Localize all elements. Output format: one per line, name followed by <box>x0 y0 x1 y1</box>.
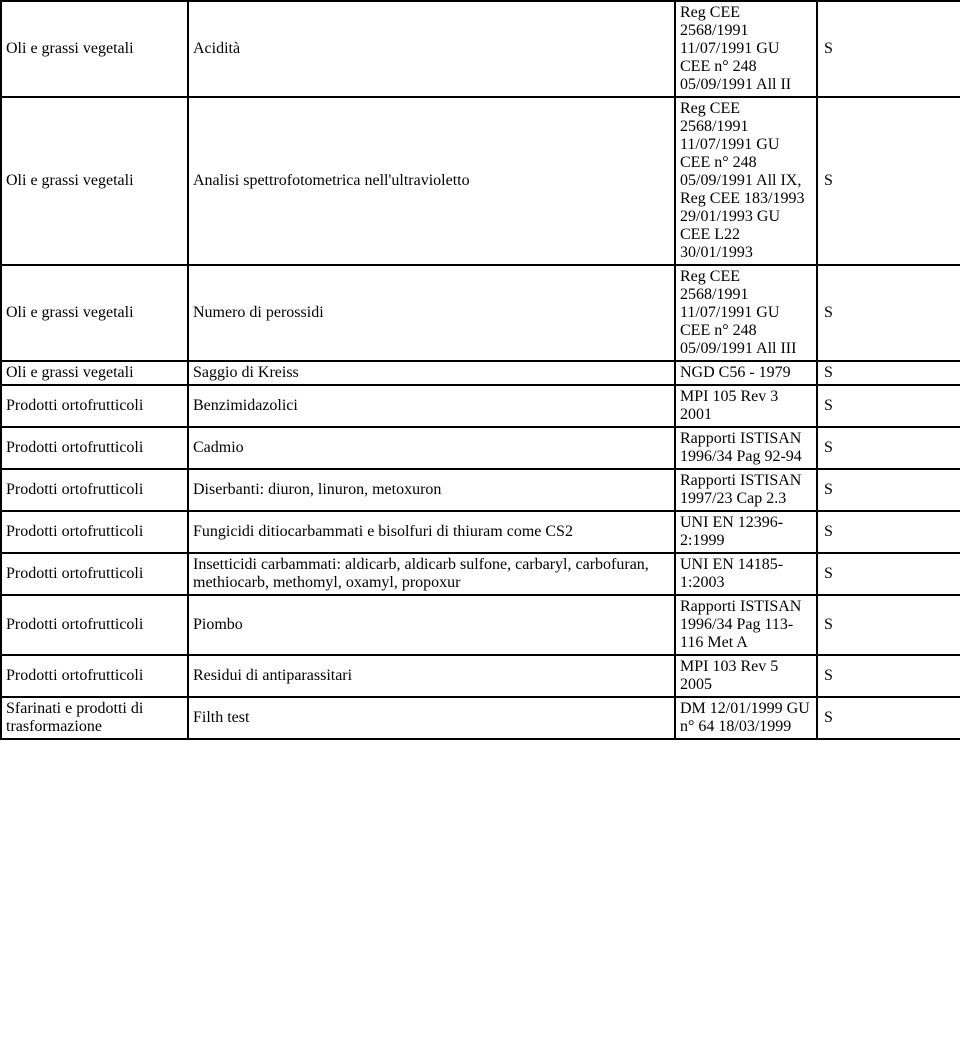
cell-reference: DM 12/01/1999 GU n° 64 18/03/1999 <box>675 697 817 739</box>
cell-reference: UNI EN 12396-2:1999 <box>675 511 817 553</box>
cell-flag: S <box>817 553 960 595</box>
table-row: Prodotti ortofrutticoli Residui di antip… <box>1 655 960 697</box>
table-row: Sfarinati e prodotti di trasformazione F… <box>1 697 960 739</box>
cell-product: Oli e grassi vegetali <box>1 361 188 385</box>
cell-flag: S <box>817 511 960 553</box>
cell-flag: S <box>817 1 960 97</box>
cell-product: Prodotti ortofrutticoli <box>1 553 188 595</box>
cell-analysis: Acidità <box>188 1 675 97</box>
table-row: Oli e grassi vegetali Saggio di Kreiss N… <box>1 361 960 385</box>
cell-flag: S <box>817 97 960 265</box>
cell-analysis: Cadmio <box>188 427 675 469</box>
cell-analysis: Diserbanti: diuron, linuron, metoxuron <box>188 469 675 511</box>
cell-reference: Rapporti ISTISAN 1996/34 Pag 92-94 <box>675 427 817 469</box>
table-row: Prodotti ortofrutticoli Insetticidi carb… <box>1 553 960 595</box>
cell-flag: S <box>817 385 960 427</box>
cell-product: Oli e grassi vegetali <box>1 265 188 361</box>
cell-reference: Reg CEE 2568/1991 11/07/1991 GU CEE n° 2… <box>675 97 817 265</box>
cell-reference: Reg CEE 2568/1991 11/07/1991 GU CEE n° 2… <box>675 1 817 97</box>
cell-product: Prodotti ortofrutticoli <box>1 595 188 655</box>
cell-reference: MPI 105 Rev 3 2001 <box>675 385 817 427</box>
cell-reference: MPI 103 Rev 5 2005 <box>675 655 817 697</box>
cell-analysis: Numero di perossidi <box>188 265 675 361</box>
cell-analysis: Analisi spettrofotometrica nell'ultravio… <box>188 97 675 265</box>
table-row: Oli e grassi vegetali Analisi spettrofot… <box>1 97 960 265</box>
cell-analysis: Benzimidazolici <box>188 385 675 427</box>
table-row: Prodotti ortofrutticoli Piombo Rapporti … <box>1 595 960 655</box>
cell-reference: Rapporti ISTISAN 1996/34 Pag 113-116 Met… <box>675 595 817 655</box>
cell-flag: S <box>817 427 960 469</box>
cell-product: Oli e grassi vegetali <box>1 97 188 265</box>
cell-product: Prodotti ortofrutticoli <box>1 655 188 697</box>
table-row: Prodotti ortofrutticoli Fungicidi ditioc… <box>1 511 960 553</box>
table-row: Oli e grassi vegetali Numero di perossid… <box>1 265 960 361</box>
cell-flag: S <box>817 361 960 385</box>
cell-reference: NGD C56 - 1979 <box>675 361 817 385</box>
table-row: Prodotti ortofrutticoli Diserbanti: diur… <box>1 469 960 511</box>
cell-reference: Rapporti ISTISAN 1997/23 Cap 2.3 <box>675 469 817 511</box>
cell-flag: S <box>817 697 960 739</box>
table-row: Prodotti ortofrutticoli Cadmio Rapporti … <box>1 427 960 469</box>
cell-analysis: Piombo <box>188 595 675 655</box>
cell-flag: S <box>817 595 960 655</box>
cell-analysis: Saggio di Kreiss <box>188 361 675 385</box>
cell-product: Prodotti ortofrutticoli <box>1 511 188 553</box>
table-row: Prodotti ortofrutticoli Benzimidazolici … <box>1 385 960 427</box>
cell-analysis: Residui di antiparassitari <box>188 655 675 697</box>
cell-analysis: Filth test <box>188 697 675 739</box>
cell-flag: S <box>817 655 960 697</box>
cell-flag: S <box>817 265 960 361</box>
cell-flag: S <box>817 469 960 511</box>
cell-analysis: Fungicidi ditiocarbammati e bisolfuri di… <box>188 511 675 553</box>
cell-reference: Reg CEE 2568/1991 11/07/1991 GU CEE n° 2… <box>675 265 817 361</box>
table-body: Oli e grassi vegetali Acidità Reg CEE 25… <box>1 1 960 739</box>
data-table: Oli e grassi vegetali Acidità Reg CEE 25… <box>0 0 960 740</box>
cell-product: Prodotti ortofrutticoli <box>1 427 188 469</box>
cell-product: Oli e grassi vegetali <box>1 1 188 97</box>
cell-product: Sfarinati e prodotti di trasformazione <box>1 697 188 739</box>
cell-analysis: Insetticidi carbammati: aldicarb, aldica… <box>188 553 675 595</box>
cell-reference: UNI EN 14185-1:2003 <box>675 553 817 595</box>
cell-product: Prodotti ortofrutticoli <box>1 385 188 427</box>
cell-product: Prodotti ortofrutticoli <box>1 469 188 511</box>
table-row: Oli e grassi vegetali Acidità Reg CEE 25… <box>1 1 960 97</box>
